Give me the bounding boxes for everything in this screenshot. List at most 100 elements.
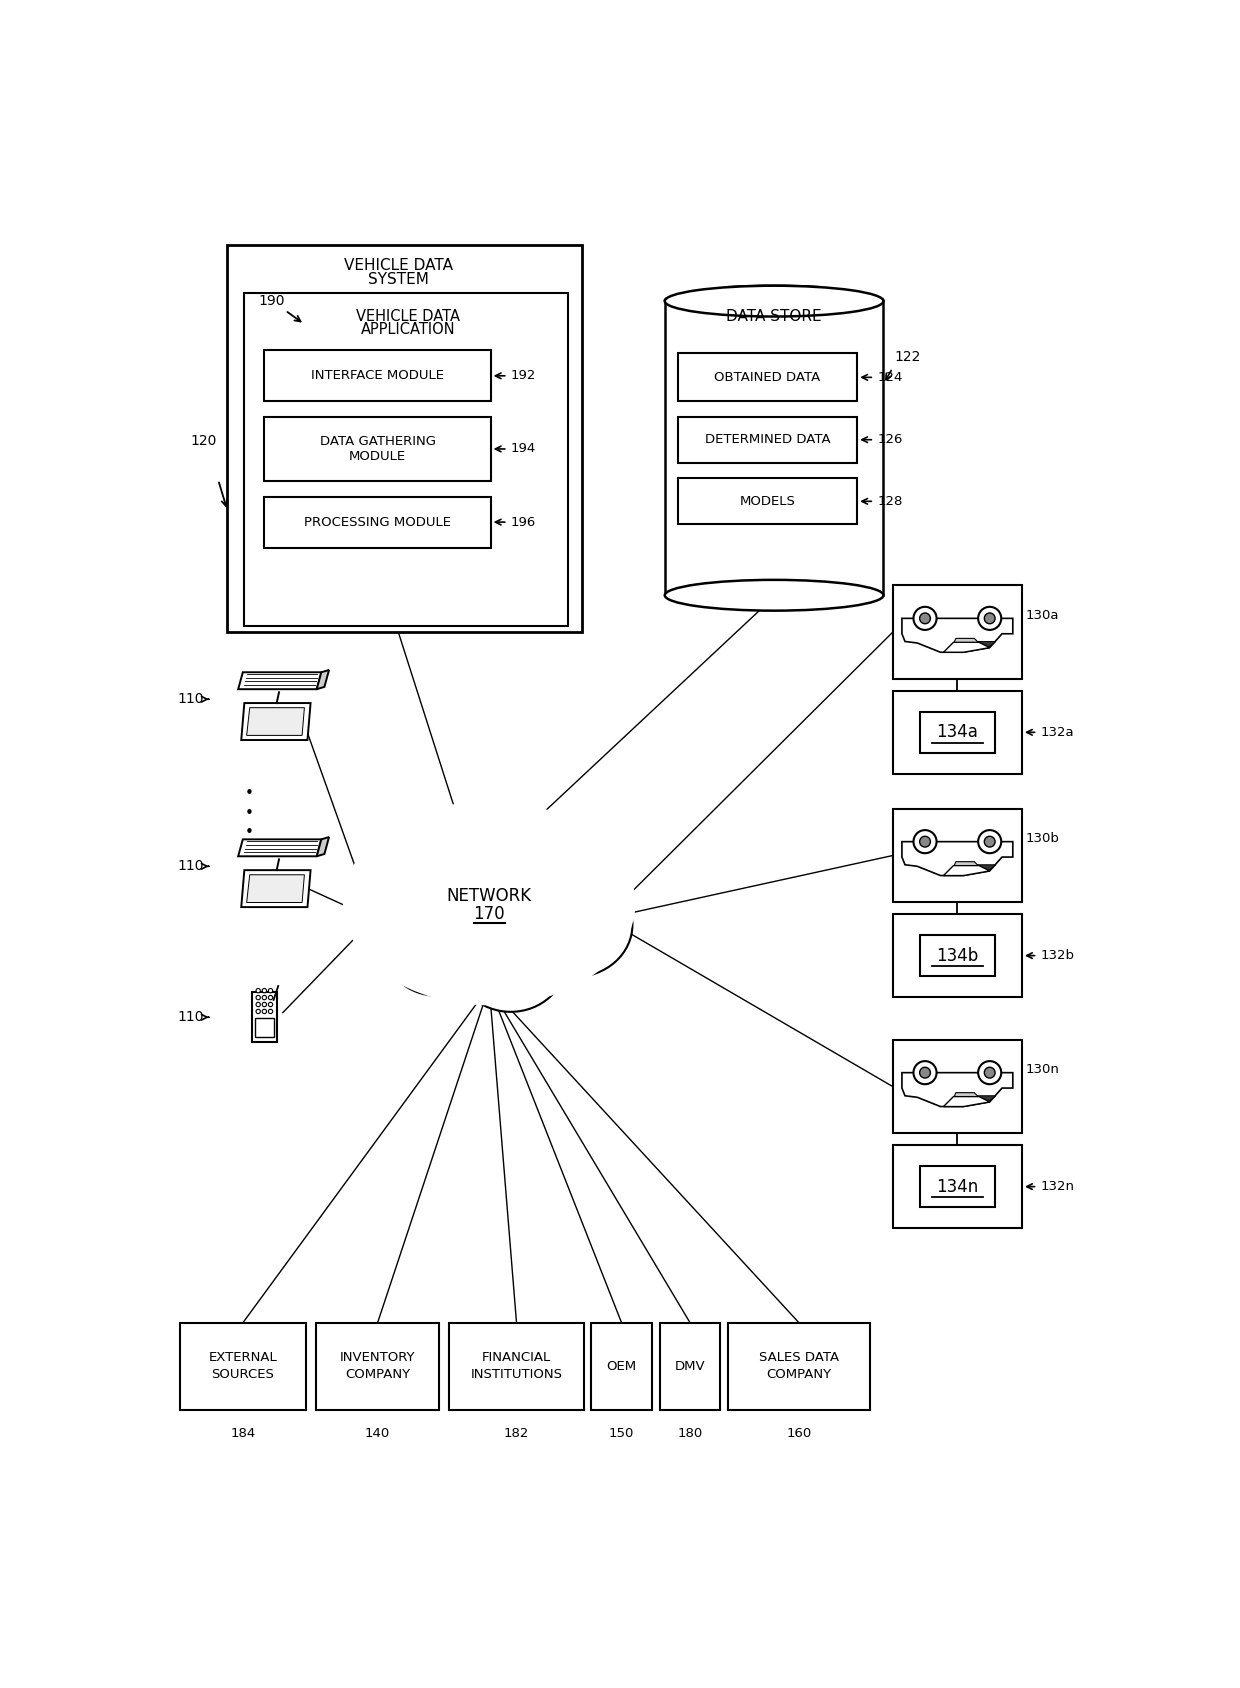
Circle shape bbox=[920, 836, 930, 847]
Bar bbox=[893, 1144, 1022, 1229]
Bar bbox=[728, 1323, 870, 1409]
Text: INTERFACE MODULE: INTERFACE MODULE bbox=[311, 370, 444, 381]
Polygon shape bbox=[901, 1072, 1013, 1107]
Text: 180: 180 bbox=[677, 1426, 703, 1440]
Text: 184: 184 bbox=[231, 1426, 255, 1440]
Ellipse shape bbox=[516, 873, 632, 977]
Text: APPLICATION: APPLICATION bbox=[361, 322, 455, 338]
Polygon shape bbox=[316, 837, 329, 856]
Polygon shape bbox=[951, 1096, 996, 1106]
Bar bbox=[666, 285, 883, 300]
Circle shape bbox=[985, 1067, 994, 1079]
Bar bbox=[264, 417, 491, 481]
Text: 124: 124 bbox=[877, 371, 903, 383]
Text: PROCESSING MODULE: PROCESSING MODULE bbox=[304, 515, 451, 528]
Circle shape bbox=[255, 989, 260, 993]
Text: 110: 110 bbox=[177, 692, 205, 706]
Bar bbox=[893, 1040, 1022, 1133]
Ellipse shape bbox=[665, 285, 883, 317]
Text: •: • bbox=[244, 805, 253, 820]
Ellipse shape bbox=[665, 581, 883, 611]
Text: COMPANY: COMPANY bbox=[766, 1367, 832, 1381]
Bar bbox=[590, 1323, 652, 1409]
Text: EXTERNAL: EXTERNAL bbox=[208, 1350, 278, 1364]
Bar bbox=[678, 353, 857, 402]
Bar bbox=[920, 1166, 994, 1207]
Text: DMV: DMV bbox=[675, 1361, 706, 1372]
Polygon shape bbox=[955, 638, 978, 641]
Text: OBTAINED DATA: OBTAINED DATA bbox=[714, 371, 821, 383]
Ellipse shape bbox=[399, 834, 536, 954]
Polygon shape bbox=[951, 864, 996, 874]
Circle shape bbox=[262, 1003, 267, 1006]
Text: DATA STORE: DATA STORE bbox=[727, 309, 822, 324]
Bar bbox=[893, 690, 1022, 773]
Text: COMPANY: COMPANY bbox=[345, 1367, 410, 1381]
Text: •: • bbox=[244, 825, 253, 841]
Text: 140: 140 bbox=[365, 1426, 391, 1440]
Text: 130a: 130a bbox=[1025, 609, 1059, 621]
Polygon shape bbox=[252, 993, 277, 1041]
Bar bbox=[665, 300, 883, 596]
Polygon shape bbox=[255, 1018, 274, 1036]
Polygon shape bbox=[901, 618, 1013, 652]
Text: •: • bbox=[244, 787, 253, 802]
Circle shape bbox=[268, 1003, 273, 1006]
Text: SALES DATA: SALES DATA bbox=[759, 1350, 839, 1364]
Text: 120: 120 bbox=[190, 434, 217, 449]
Text: 110: 110 bbox=[177, 859, 205, 873]
Text: 132b: 132b bbox=[1040, 949, 1075, 962]
Polygon shape bbox=[955, 861, 978, 866]
Circle shape bbox=[920, 1067, 930, 1079]
Bar bbox=[264, 351, 491, 402]
Circle shape bbox=[985, 836, 994, 847]
Ellipse shape bbox=[495, 824, 603, 918]
Text: 170: 170 bbox=[474, 905, 505, 923]
Circle shape bbox=[978, 1062, 1001, 1084]
Text: 128: 128 bbox=[877, 495, 903, 508]
Text: 130n: 130n bbox=[1025, 1063, 1059, 1075]
Circle shape bbox=[914, 830, 936, 852]
Text: OEM: OEM bbox=[606, 1361, 636, 1372]
Text: 190: 190 bbox=[259, 294, 285, 309]
Circle shape bbox=[914, 1062, 936, 1084]
Circle shape bbox=[262, 996, 267, 999]
Bar bbox=[449, 1323, 584, 1409]
Bar bbox=[678, 478, 857, 525]
Polygon shape bbox=[951, 641, 996, 652]
Text: VEHICLE DATA: VEHICLE DATA bbox=[343, 258, 453, 273]
Polygon shape bbox=[242, 704, 310, 739]
Circle shape bbox=[268, 989, 273, 993]
Polygon shape bbox=[316, 670, 329, 689]
Polygon shape bbox=[901, 842, 1013, 876]
Circle shape bbox=[978, 830, 1001, 852]
Bar bbox=[678, 417, 857, 463]
Polygon shape bbox=[238, 672, 321, 689]
Text: 130b: 130b bbox=[1025, 832, 1059, 846]
Ellipse shape bbox=[346, 844, 466, 949]
Text: FINANCIAL: FINANCIAL bbox=[482, 1350, 551, 1364]
Ellipse shape bbox=[384, 900, 490, 996]
Text: 134b: 134b bbox=[936, 947, 978, 964]
Text: 160: 160 bbox=[786, 1426, 812, 1440]
Text: 194: 194 bbox=[511, 442, 536, 456]
Polygon shape bbox=[944, 866, 990, 876]
Bar bbox=[227, 245, 582, 633]
Bar bbox=[893, 586, 1022, 679]
Circle shape bbox=[255, 1009, 260, 1013]
Text: VEHICLE DATA: VEHICLE DATA bbox=[356, 309, 460, 324]
Bar bbox=[180, 1323, 306, 1409]
Text: DATA GATHERING: DATA GATHERING bbox=[320, 436, 435, 447]
Text: 134a: 134a bbox=[936, 724, 978, 741]
Circle shape bbox=[255, 996, 260, 999]
Bar bbox=[893, 913, 1022, 998]
Ellipse shape bbox=[405, 803, 573, 939]
Bar bbox=[244, 294, 568, 626]
Text: 196: 196 bbox=[511, 515, 536, 528]
Circle shape bbox=[914, 606, 936, 630]
Polygon shape bbox=[944, 641, 990, 652]
Text: 182: 182 bbox=[503, 1426, 529, 1440]
Text: 122: 122 bbox=[894, 349, 920, 363]
Polygon shape bbox=[944, 1097, 990, 1107]
Text: SYSTEM: SYSTEM bbox=[368, 272, 429, 287]
